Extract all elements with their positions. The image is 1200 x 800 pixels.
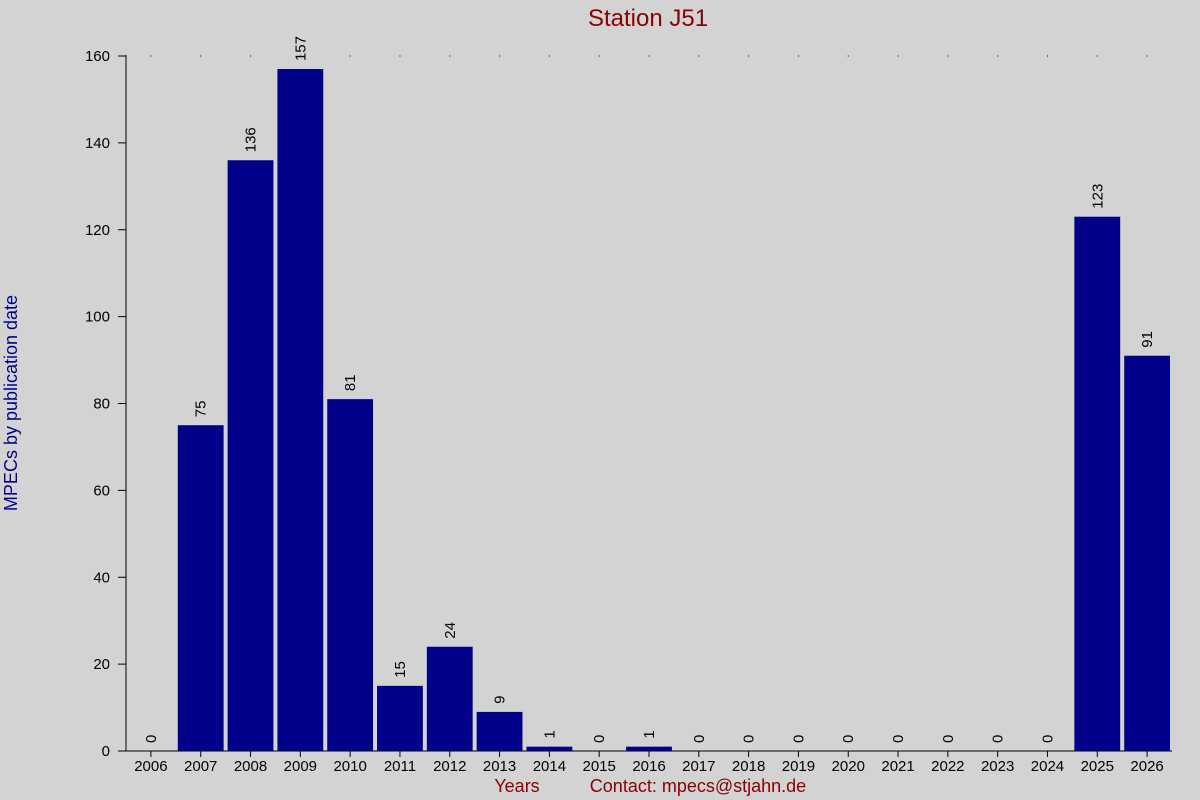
guide-dot xyxy=(947,55,949,57)
bar-2010 xyxy=(327,399,374,751)
x-tick-label: 2016 xyxy=(632,758,665,775)
bar-2012 xyxy=(426,646,473,751)
bar-2011 xyxy=(377,685,423,751)
contact-text: Contact: mpecs@stjahn.de xyxy=(590,776,806,796)
x-tick-label: 2011 xyxy=(384,758,416,775)
bar-value-label: 1 xyxy=(641,730,658,738)
x-tick-label: 2026 xyxy=(1130,758,1163,775)
x-tick-label: 2012 xyxy=(433,758,466,775)
bar-value-label: 0 xyxy=(143,735,160,743)
y-tick-label: 60 xyxy=(93,482,110,499)
bar-value-label: 0 xyxy=(741,735,758,743)
y-axis-label: MPECs by publication date xyxy=(1,295,21,511)
x-tick-label: 2019 xyxy=(782,758,815,775)
x-tick-label: 2013 xyxy=(483,758,516,775)
bar-value-label: 0 xyxy=(591,735,608,743)
guide-dot xyxy=(797,55,799,57)
bar-2016 xyxy=(626,746,672,751)
x-tick-label: 2015 xyxy=(583,758,616,775)
guide-dot xyxy=(648,55,650,57)
chart-title: Station J51 xyxy=(588,5,708,32)
x-tick-label: 2008 xyxy=(234,758,267,775)
guide-dot xyxy=(1096,55,1098,57)
y-tick-label: 0 xyxy=(102,743,110,760)
y-axis: 0 20 40 60 80 100 120 140 160 xyxy=(85,48,127,760)
bar-value-label: 0 xyxy=(691,735,708,743)
guide-dot xyxy=(548,55,550,57)
bars xyxy=(177,69,1170,751)
guide-dot xyxy=(748,55,750,57)
bar-value-label: 9 xyxy=(492,696,509,704)
y-tick-label: 20 xyxy=(93,656,110,673)
bar-value-label: 1 xyxy=(541,730,558,738)
x-tick-label: 2007 xyxy=(184,758,217,775)
guide-dot xyxy=(449,55,451,57)
bar-value-label: 0 xyxy=(790,735,807,743)
bar-value-label: 0 xyxy=(940,735,957,743)
y-tick-label: 160 xyxy=(85,48,110,65)
guide-dot xyxy=(598,55,600,57)
guide-dot xyxy=(897,55,899,57)
bar-value-label: 91 xyxy=(1139,331,1156,348)
x-axis: 2006 2007 2008 2009 2010 2011 2012 2013 2014 2015… xyxy=(126,750,1172,775)
bar-2026 xyxy=(1124,355,1170,751)
guide-dot xyxy=(1146,55,1148,57)
y-tick-label: 120 xyxy=(85,222,110,239)
bar-value-label: 24 xyxy=(442,622,459,639)
bar-value-label: 157 xyxy=(292,36,309,61)
guide-dot xyxy=(499,55,501,57)
guide-dot xyxy=(847,55,849,57)
guide-dot xyxy=(997,55,999,57)
bar-2013 xyxy=(476,711,523,751)
bar-2007 xyxy=(177,425,224,751)
guide-dot xyxy=(150,55,152,57)
x-tick-label: 2020 xyxy=(832,758,865,775)
bar-value-label: 0 xyxy=(840,735,857,743)
guide-dot xyxy=(299,55,301,57)
guide-dot xyxy=(250,55,252,57)
x-tick-label: 2017 xyxy=(682,758,715,775)
guide-dot xyxy=(1046,55,1048,57)
x-tick-label: 2006 xyxy=(134,758,167,775)
x-tick-label: 2014 xyxy=(533,758,566,775)
y-tick-label: 140 xyxy=(85,135,110,152)
guide-dot xyxy=(200,55,202,57)
x-tick-label: 2021 xyxy=(881,758,914,775)
bar-value-label: 81 xyxy=(342,374,359,391)
bar-value-label: 0 xyxy=(990,735,1007,743)
guide-dot xyxy=(698,55,700,57)
x-tick-label: 2018 xyxy=(732,758,765,775)
x-tick-label: 2023 xyxy=(981,758,1014,775)
bar-value-label: 15 xyxy=(392,661,409,678)
top-guide-dots xyxy=(150,55,1148,57)
bar-value-label: 123 xyxy=(1089,184,1106,209)
x-axis-label: Years xyxy=(494,776,539,796)
bar-value-label: 136 xyxy=(243,127,260,152)
x-tick-label: 2010 xyxy=(333,758,366,775)
bar-value-label: 0 xyxy=(1039,735,1056,743)
x-tick-label: 2022 xyxy=(931,758,964,775)
x-tick-label: 2024 xyxy=(1031,758,1064,775)
x-tick-label: 2025 xyxy=(1081,758,1114,775)
bar-value-label: 0 xyxy=(890,735,907,743)
guide-dot xyxy=(349,55,351,57)
bar-2009 xyxy=(277,69,324,751)
x-tick-label: 2009 xyxy=(284,758,317,775)
y-tick-label: 40 xyxy=(93,569,110,586)
y-tick-label: 80 xyxy=(93,396,110,413)
bar-2008 xyxy=(227,160,274,751)
bar-2014 xyxy=(526,746,573,751)
bar-2025 xyxy=(1074,216,1121,751)
bar-value-label: 75 xyxy=(193,401,210,418)
y-tick-label: 100 xyxy=(85,309,110,326)
guide-dot xyxy=(399,55,401,57)
